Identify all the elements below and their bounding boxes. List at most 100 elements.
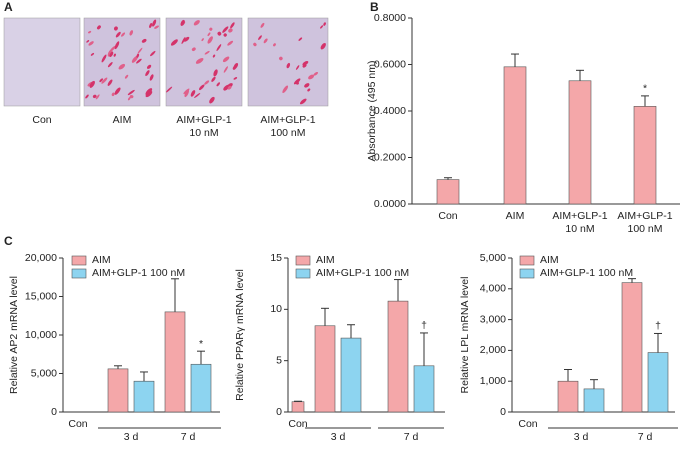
legend-entry: AIM+GLP-1 100 nM: [316, 267, 409, 279]
stained-cell: [320, 42, 326, 50]
stained-cell: [217, 31, 222, 36]
x-tick-label: 3 d: [574, 431, 589, 443]
x-tick-label: 3 d: [124, 431, 139, 443]
image-caption: 10 nM: [189, 127, 218, 139]
stained-cell: [107, 79, 113, 86]
stained-cell: [253, 42, 257, 47]
stained-cell: [313, 71, 319, 76]
y-axis-label: Relative AP2 mRNA level: [8, 276, 20, 394]
stained-cell: [295, 81, 299, 85]
y-tick-label: 1,000: [480, 375, 506, 387]
legend-entry: AIM+GLP-1 100 nM: [92, 267, 185, 279]
stained-cell: [86, 40, 90, 43]
stained-cell: [207, 32, 211, 37]
stained-cell: [127, 96, 131, 101]
y-tick-label: 0.6000: [374, 58, 406, 70]
x-tick-label: 7 d: [181, 431, 196, 443]
y-tick-label: 0: [51, 406, 57, 418]
bar: [633, 106, 657, 205]
y-tick-label: 0.4000: [374, 105, 406, 117]
legend-entry: AIM: [316, 254, 335, 266]
legend-swatch: [71, 268, 87, 279]
panel-label: A: [4, 0, 13, 14]
stained-cell: [201, 38, 204, 42]
stained-cell: [307, 88, 311, 92]
stained-cell: [223, 33, 227, 37]
stained-cell: [149, 23, 153, 28]
stained-cell: [154, 25, 160, 29]
stained-cell: [223, 66, 228, 73]
stained-cell: [213, 69, 218, 77]
stained-cell: [107, 49, 113, 57]
micrograph: [165, 17, 243, 107]
stained-cell: [149, 74, 154, 81]
stained-cell: [209, 27, 213, 31]
x-tick-label: 7 d: [404, 431, 419, 443]
stained-cell: [273, 43, 276, 47]
stained-cell: [282, 85, 289, 94]
bar: [413, 365, 435, 413]
bar: [291, 401, 305, 413]
y-tick-label: 15: [270, 252, 282, 264]
stained-cell: [97, 25, 101, 30]
x-tick-label: AIM: [506, 210, 525, 222]
stained-cell: [198, 84, 205, 91]
y-tick-label: 0: [500, 406, 506, 418]
x-tick-label: 100 nM: [627, 223, 662, 235]
stained-cell: [181, 37, 186, 44]
stained-cell: [216, 82, 220, 87]
stained-cell: [131, 55, 138, 63]
stained-cell: [113, 53, 116, 57]
y-tick-label: 5,000: [31, 367, 57, 379]
stained-cell: [129, 30, 134, 36]
bar: [387, 300, 409, 413]
stained-cell: [166, 86, 173, 93]
bar: [557, 380, 579, 413]
stained-cell: [145, 88, 153, 96]
y-tick-label: 0.8000: [374, 12, 406, 24]
legend-entry: AIM: [540, 254, 559, 266]
stained-cell: [298, 37, 303, 41]
legend-swatch: [519, 268, 535, 279]
stained-cell: [137, 47, 143, 54]
stained-cell: [209, 96, 215, 104]
stained-cell: [233, 77, 238, 80]
legend-entry: AIM+GLP-1 100 nM: [540, 267, 633, 279]
y-tick-label: 0: [276, 406, 282, 418]
y-tick-label: 2,000: [480, 344, 506, 356]
stained-cell: [180, 19, 185, 26]
bar: [190, 363, 212, 413]
y-tick-label: 10,000: [25, 329, 57, 341]
y-axis-label: Relative PPARγ mRNA level: [234, 269, 246, 401]
stained-cell: [230, 22, 235, 29]
stained-cell: [152, 19, 157, 27]
stained-cell: [212, 54, 216, 58]
stained-cell: [101, 54, 107, 63]
stained-cell: [118, 63, 126, 70]
x-tick-label: AIM+GLP-1: [552, 210, 607, 222]
stained-cell: [95, 94, 100, 100]
x-tick-label: Con: [288, 418, 307, 430]
significance-marker: †: [655, 320, 661, 332]
stained-cell: [302, 60, 309, 66]
stained-cell: [184, 89, 190, 98]
legend-swatch: [71, 255, 87, 266]
micrograph: [3, 17, 81, 107]
y-axis-label: Relative LPL mRNA level: [459, 277, 471, 394]
stained-cell: [279, 56, 283, 61]
stained-cell: [92, 94, 97, 99]
micrograph: [247, 17, 329, 107]
stained-cell: [204, 50, 210, 55]
legend-swatch: [295, 268, 311, 279]
stained-cell: [223, 84, 230, 91]
y-tick-label: 5,000: [480, 252, 506, 264]
stained-cell: [109, 51, 114, 58]
legend-swatch: [519, 255, 535, 266]
stained-cell: [320, 25, 324, 29]
y-tick-label: 3,000: [480, 313, 506, 325]
y-tick-label: 20,000: [25, 252, 57, 264]
stained-cell: [258, 35, 262, 40]
stained-cell: [121, 32, 126, 37]
stained-cell: [227, 85, 232, 90]
